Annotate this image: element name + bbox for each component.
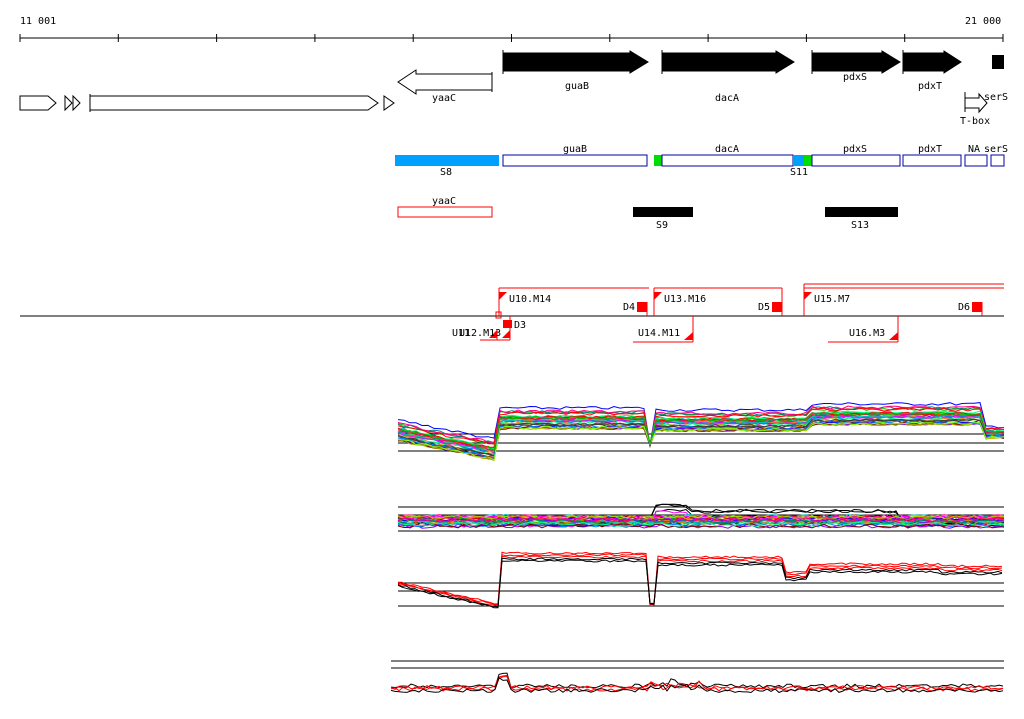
segment-green[interactable] [804,155,812,166]
selected-profile-line [397,553,1003,606]
gene-arrow-daca[interactable] [661,50,795,74]
svg-text:U11: U11 [452,328,470,339]
svg-text:D4: D4 [623,302,635,313]
selected-profile-line [397,555,1003,608]
upshift-u15[interactable]: U15.M7 [803,284,850,316]
gene-arrow-pdxt[interactable] [902,50,962,74]
deviation-line [397,515,1005,521]
transcript-box-sers[interactable] [990,154,1005,167]
deviation-line [397,523,1005,529]
gene-label-sers: serS [984,92,1008,103]
deviation-line [397,521,1005,527]
svg-text:U12.M13: U12.M13 [459,328,501,339]
segment-green[interactable] [654,155,662,166]
transcript-label-pdxt: pdxT [918,144,942,155]
expression-track-2 [397,503,1005,532]
gene-arrow-yaac[interactable] [397,69,493,95]
transcript-label-pdxs: pdxS [843,144,867,155]
svg-text:U14.M11: U14.M11 [638,328,680,339]
transcript-label-na: NA [968,144,980,155]
ruler-end-label: 21 000 [965,16,1001,27]
tbox-label: T-box [960,116,990,127]
segment-s8[interactable] [395,155,499,166]
segment-label-s11: S11 [790,167,808,178]
transcript-label-sers: serS [984,144,1008,155]
transcript-label-daca: dacA [715,144,739,155]
gene-arrow[interactable] [19,95,57,111]
coordinate-ruler: 11 001 21 000 [19,16,1004,42]
derivative-line [390,676,1004,694]
expression-line [397,405,1005,446]
segment-label-s8: S8 [440,167,452,178]
deviation-line [397,514,1005,520]
gene-label-guab: guaB [565,81,589,92]
transcript-box-pdxs[interactable] [811,154,901,167]
svg-text:U13.M16: U13.M16 [664,294,706,305]
gene-label-pdxs: pdxS [843,72,867,83]
gene-arrow[interactable] [64,94,73,112]
expression-line [397,412,1005,452]
gene-arrow-sers[interactable] [992,55,1004,69]
expression-track-1 [397,402,1005,462]
tbox-arrow[interactable] [964,92,988,114]
upshift-u16[interactable]: U16.M3 [828,316,899,343]
segment-s11[interactable] [793,155,804,166]
gene-label-daca: dacA [715,93,739,104]
gene-arrow[interactable] [89,95,379,111]
gene-arrow[interactable] [383,95,395,111]
transcript-box-daca[interactable] [661,154,794,167]
segment-s9[interactable] [633,207,693,217]
transcript-box-guab[interactable] [502,154,648,167]
shift-track: U10.M14 D4 U13.M16 D5 U15.M7 [20,283,1004,343]
downshift-d5[interactable]: D5 [758,288,783,316]
expression-track-4 [390,660,1004,694]
gene-arrow-guab[interactable] [502,50,649,74]
segment-track: S8 guaB dacA S11 pdxS pdxT NA serS yaaC … [395,144,1008,231]
downshift-d6[interactable]: D6 [958,302,983,316]
gene-arrow[interactable] [72,94,81,112]
gene-label-yaac: yaaC [432,93,456,104]
downshift-d4[interactable]: D4 [623,302,648,316]
selected-profile-line [397,559,1003,609]
ruler-ticks [19,34,1004,42]
gene-arrow-pdxs[interactable] [811,50,901,74]
expression-line [397,402,1005,446]
expression-track-3 [397,551,1004,609]
gene-label-pdxt: pdxT [918,81,942,92]
segment-s13[interactable] [825,207,898,217]
svg-text:U15.M7: U15.M7 [814,294,850,305]
segment-label-s13: S13 [851,220,869,231]
svg-text:D6: D6 [958,302,970,313]
upshift-u10[interactable]: U10.M14 [498,288,551,316]
selected-profile-line [398,551,1003,606]
svg-text:D3: D3 [514,320,526,331]
transcript-box-na[interactable] [964,154,988,167]
deviation-line [397,517,1005,523]
svg-text:U10.M14: U10.M14 [509,294,551,305]
annotated-genes: yaaC guaB dacA pdxS pdxT T-box serS [397,50,1008,127]
derivative-line [390,674,1004,691]
transcript-label-guab: guaB [563,144,587,155]
segment-label-s9: S9 [656,220,668,231]
expression-line [397,421,1005,461]
transcript-box-yaac[interactable] [397,206,493,218]
downshift-d3[interactable]: D3 [503,320,526,331]
ruler-start-label: 11 001 [20,16,56,27]
transcript-label-yaac: yaaC [432,196,456,207]
upshift-u14[interactable]: U14.M11 [633,316,694,343]
transcript-box-pdxt[interactable] [902,154,962,167]
upshift-u13[interactable]: U13.M16 [653,288,706,316]
svg-text:U16.M3: U16.M3 [849,328,885,339]
upstream-genes [19,94,395,112]
svg-text:D5: D5 [758,302,770,313]
